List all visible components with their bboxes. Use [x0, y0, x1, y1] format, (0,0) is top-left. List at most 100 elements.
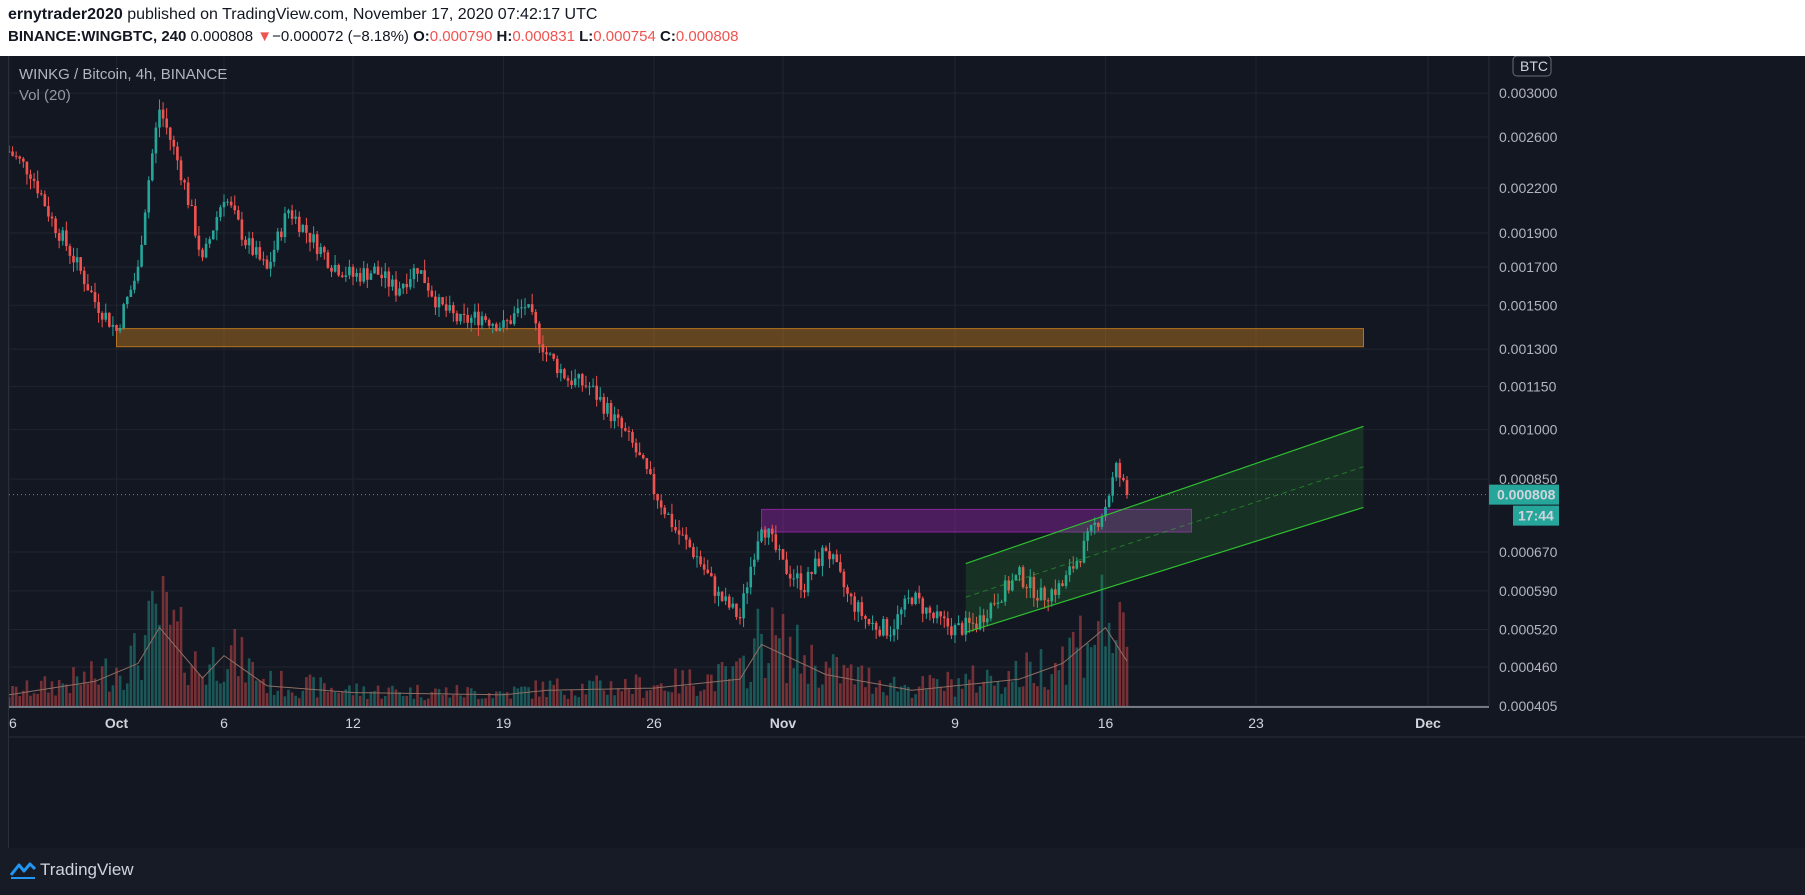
candle-body [803, 589, 806, 593]
candle-body [989, 603, 993, 619]
author-name[interactable]: ernytrader2020 [8, 6, 123, 23]
volume-bar [25, 680, 29, 706]
candle-body [186, 182, 190, 205]
volume-bar [57, 679, 61, 706]
volume-bar [591, 681, 595, 706]
volume-bar [197, 673, 201, 706]
candle-body [523, 307, 527, 309]
volume-bar [960, 688, 964, 706]
purple-zone[interactable] [761, 508, 1192, 533]
close-label: C: [660, 28, 676, 45]
volume-bar [1011, 681, 1014, 706]
volume-bar [1114, 640, 1118, 706]
candle-body [631, 432, 634, 443]
candle-body [935, 611, 939, 619]
candle-body [61, 230, 65, 241]
volume-bar [430, 691, 434, 706]
price-tick-label: 0.003000 [1499, 85, 1558, 101]
date-tick-label: Dec [1415, 715, 1441, 731]
volume-bar [79, 684, 82, 706]
parallel-channel[interactable] [965, 425, 1364, 634]
volume-bar [240, 637, 244, 706]
volume-bar [61, 683, 65, 706]
volume-bar [330, 687, 333, 706]
volume-bar [541, 681, 545, 706]
symbol-title[interactable]: WINKG / Bitcoin, 4h, BINANCE [19, 66, 228, 83]
price-tick-label: 0.001500 [1499, 297, 1558, 313]
volume-bar [699, 691, 702, 706]
candle-body [140, 244, 143, 267]
candle-body [724, 596, 727, 601]
candle-body [269, 261, 272, 269]
volume-indicator-title[interactable]: Vol (20) [19, 87, 71, 104]
volume-bar [1036, 686, 1039, 706]
volume-bar [896, 691, 899, 706]
candle-body [1011, 580, 1014, 591]
volume-bar [502, 693, 505, 706]
candle-body [520, 307, 523, 309]
volume-bar [756, 608, 760, 706]
candle-body [609, 403, 613, 422]
volume-bar [627, 687, 631, 706]
tradingview-logo[interactable]: TradingView [10, 860, 134, 880]
volume-bar [892, 676, 896, 706]
volume-bar [315, 697, 319, 706]
candle-body [727, 596, 731, 608]
last-price-value: 0.000808 [190, 28, 254, 45]
channel-mid-line[interactable] [965, 466, 1364, 598]
volume-bar [82, 671, 86, 706]
candle-body [684, 534, 688, 540]
orange-zone[interactable] [116, 328, 1364, 348]
drawing-zones[interactable] [116, 328, 1364, 533]
volume-bar [387, 687, 391, 706]
candle-body [649, 469, 652, 474]
candle-body [276, 231, 280, 250]
candle-body [305, 224, 308, 233]
candle-body [39, 193, 43, 195]
candle-body [398, 288, 401, 296]
channel-lower-line[interactable] [965, 506, 1364, 634]
volume-bar [573, 695, 577, 706]
volume-bar [1050, 674, 1054, 706]
volume-bar [867, 667, 871, 706]
price-tick-label: 0.000405 [1499, 698, 1558, 714]
candle-body [405, 283, 409, 288]
candle-body [459, 313, 462, 322]
candle-body [194, 205, 197, 236]
candle-body [97, 302, 100, 313]
volume-bar [796, 624, 799, 706]
chart-pane[interactable]: 0.003000 0.002600 0.002200 0.001900 0.001700… [8, 56, 1805, 848]
volume-bar [946, 671, 950, 706]
candle-body [706, 569, 710, 574]
channel-upper-line[interactable] [965, 425, 1364, 565]
candle-body [348, 266, 351, 276]
candle-body [426, 283, 430, 291]
price-tick-label: 0.000590 [1499, 583, 1558, 599]
candle-body [473, 311, 477, 318]
candle-body [1093, 522, 1097, 525]
candle-body [960, 623, 964, 635]
volume-bar [1014, 660, 1018, 706]
candle-body [767, 528, 770, 538]
candle-body [781, 549, 785, 560]
volume-bar [401, 696, 405, 706]
volume-bar [258, 680, 262, 706]
candle-body [179, 160, 183, 181]
volume-bar [90, 661, 93, 706]
volume-bar [215, 680, 219, 706]
volume-bar [9, 697, 11, 706]
price-axis[interactable]: 0.003000 0.002600 0.002200 0.001900 0.001700… [1488, 56, 1558, 714]
currency-badge[interactable]: BTC [1520, 58, 1548, 74]
volume-bar [305, 677, 308, 706]
candle-body [760, 529, 763, 542]
volume-bar [778, 638, 781, 706]
candle-body [695, 556, 699, 558]
candle-body [466, 315, 469, 323]
price-chart[interactable]: 0.003000 0.002600 0.002200 0.001900 0.001700… [9, 56, 1805, 848]
candle-body [366, 268, 369, 280]
candle-body [419, 270, 423, 274]
date-tick-label: 23 [1248, 715, 1264, 731]
currency-badge-bg[interactable] [1512, 56, 1552, 77]
candle-body [624, 428, 627, 431]
time-axis[interactable]: 26 Oct 6 12 19 26 Nov 9 16 23 Dec [9, 706, 1805, 738]
